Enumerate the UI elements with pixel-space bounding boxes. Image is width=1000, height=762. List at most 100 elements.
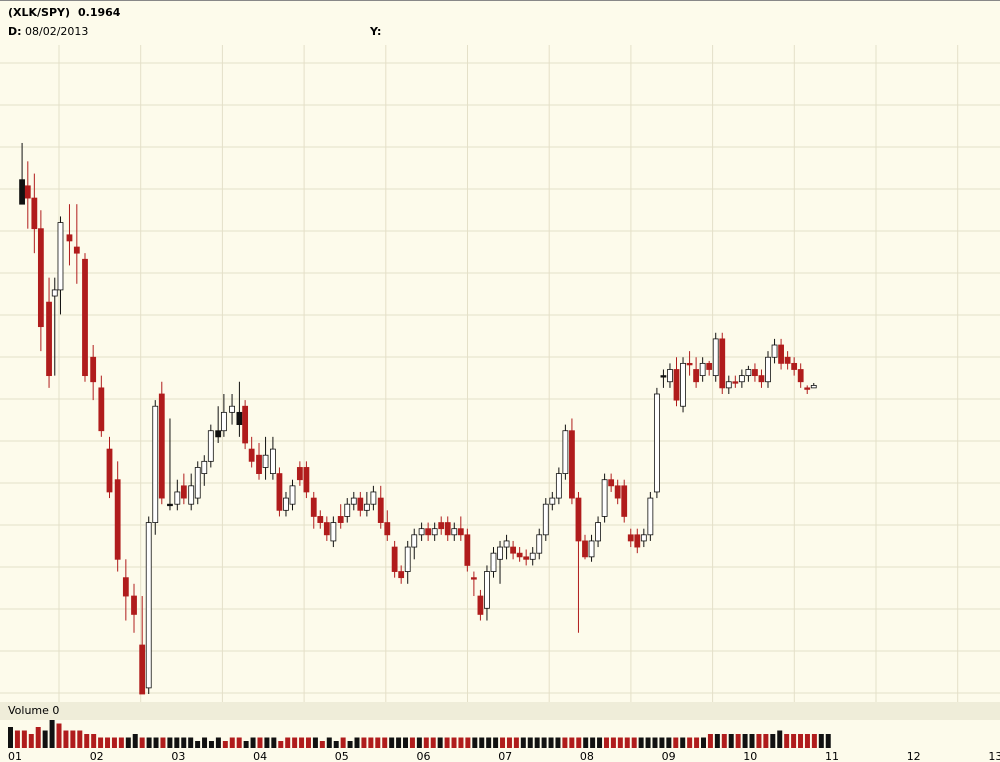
candle-body	[276, 473, 283, 511]
candle-body	[444, 522, 451, 536]
candle-body	[719, 338, 726, 389]
candle-body	[37, 228, 44, 328]
volume-bar	[416, 737, 422, 748]
volume-bar	[368, 737, 374, 748]
x-tick-label: 11	[825, 750, 839, 762]
candle-body	[57, 222, 64, 291]
volume-bar	[423, 737, 429, 748]
volume-bar	[562, 737, 568, 748]
candle-body	[752, 369, 758, 377]
volume-bar	[597, 737, 603, 748]
candle-body	[418, 528, 425, 536]
volume-bar	[506, 737, 512, 748]
volume-bar	[236, 737, 242, 748]
volume-bar	[63, 730, 69, 748]
candle-body	[391, 546, 398, 572]
volume-bar	[361, 737, 367, 748]
volume-bar	[624, 737, 630, 748]
volume-bar	[42, 730, 48, 748]
candle-body	[464, 534, 471, 566]
volume-bar	[735, 734, 741, 748]
volume-bar	[333, 741, 339, 748]
volume-bar	[617, 737, 623, 748]
candle-body	[139, 644, 146, 695]
candle-body	[174, 491, 181, 505]
volume-bar	[222, 741, 228, 748]
candle-body	[562, 430, 569, 474]
candle-body	[114, 479, 121, 560]
candle-body	[180, 485, 187, 499]
volume-bar	[784, 734, 790, 748]
candles	[19, 142, 817, 695]
volume-bar	[174, 737, 180, 748]
volume-bar	[451, 737, 457, 748]
candle-body	[73, 246, 80, 254]
candle-body	[640, 534, 647, 542]
volume-bar	[167, 737, 173, 748]
volume-bars	[8, 720, 831, 748]
volume-bar	[437, 737, 443, 748]
volume-bar	[375, 737, 381, 748]
candle-body	[262, 454, 269, 468]
volume-bar	[312, 737, 318, 748]
date-value: 08/02/2013	[25, 25, 88, 38]
candle-body	[66, 234, 73, 242]
candle-body	[771, 344, 778, 358]
candle-body	[810, 385, 817, 389]
candle-body	[270, 448, 276, 474]
volume-bar	[555, 737, 561, 748]
volume-bar	[105, 737, 111, 748]
volume-bar	[347, 741, 353, 748]
candle-body	[745, 369, 752, 377]
volume-bar	[742, 734, 748, 748]
volume-label: Volume 0	[8, 704, 59, 717]
volume-bar	[576, 737, 582, 748]
volume-bar	[195, 741, 201, 748]
candle-body	[738, 375, 745, 383]
candle-body	[732, 381, 739, 384]
candle-body	[19, 179, 25, 205]
volume-bar	[798, 734, 804, 748]
volume-bar	[791, 734, 797, 748]
candle-body	[310, 497, 317, 517]
candle-body	[317, 516, 324, 523]
candle-body	[477, 595, 484, 615]
candle-body	[152, 405, 159, 523]
volume-bar	[292, 737, 298, 748]
candle-body	[601, 479, 608, 517]
candle-body	[680, 362, 686, 407]
volume-bar	[569, 737, 575, 748]
symbol-label: (XLK/SPY)	[8, 6, 70, 19]
volume-bar	[513, 737, 519, 748]
volume-bar	[534, 737, 540, 748]
volume-bar	[638, 737, 644, 748]
volume-bar	[257, 737, 263, 748]
volume-bar	[160, 737, 166, 748]
volume-bar	[21, 730, 27, 748]
volume-bar	[707, 734, 713, 748]
volume-bar	[14, 730, 20, 748]
volume-bar	[777, 730, 783, 748]
volume-bar	[35, 727, 41, 748]
volume-bar	[749, 734, 755, 748]
candle-body	[303, 467, 310, 493]
volume-bar	[465, 737, 471, 748]
volume-bar	[818, 734, 824, 748]
candle-body	[804, 387, 811, 390]
volume-bar	[299, 737, 305, 748]
volume-bar	[583, 737, 589, 748]
x-tick-label: 07	[498, 750, 512, 762]
volume-bar	[756, 734, 762, 748]
volume-bar	[701, 737, 706, 748]
volume-bar	[770, 734, 776, 748]
candle-body	[242, 405, 249, 444]
volume-bar	[409, 737, 415, 748]
volume-bar	[479, 737, 485, 748]
volume-bar	[243, 741, 249, 748]
volume-bar	[28, 734, 34, 748]
candle-body	[51, 289, 58, 297]
volume-bar	[520, 737, 526, 748]
candle-body	[207, 430, 214, 462]
candle-body	[296, 467, 303, 481]
